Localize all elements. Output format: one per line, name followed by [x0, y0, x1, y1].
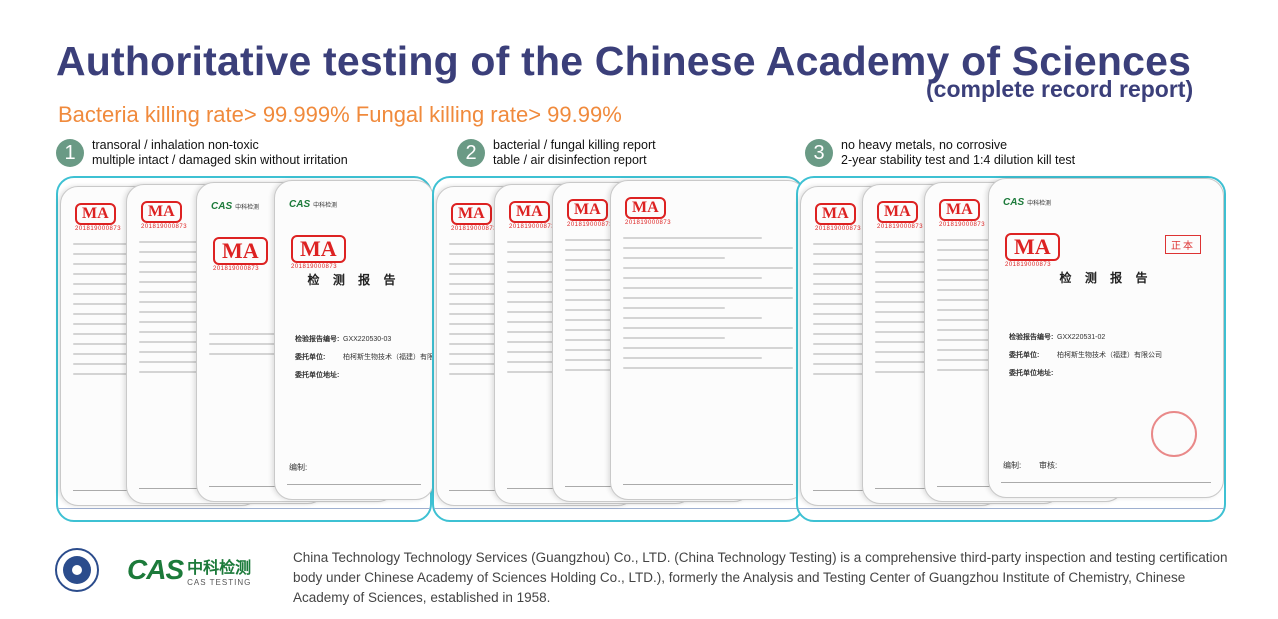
divider: [58, 508, 430, 509]
cma-mark: MA 201819000873: [509, 201, 556, 230]
cma-mark: MA 201819000873: [291, 235, 346, 270]
report-page: MA 201819000873: [610, 180, 806, 500]
report-fields: 检验报告编号:GXX220530-03 委托单位:柏柯斯生物技术（福建）有限公司…: [295, 336, 434, 379]
cas-testing-logo: CAS 中科检测 CAS TESTING: [127, 554, 252, 587]
company-description: China Technology Technology Services (Gu…: [293, 550, 1228, 605]
cma-mark: MA 201819000873: [939, 199, 986, 228]
step-3: 3 no heavy metals, no corrosive 2-year s…: [805, 138, 1075, 168]
footer-logos: CAS 中科检测 CAS TESTING: [55, 548, 251, 592]
step-number-badge: 3: [805, 139, 833, 167]
cas-testing-logo: CAS 中科检测: [289, 199, 338, 210]
report-cover: CAS 中科检测 MA 201819000873 正本 检 测 报 告 检验报告编号…: [988, 178, 1224, 498]
original-copy-stamp: 正本: [1165, 235, 1201, 254]
signature-line: 编制: 审核:: [1003, 461, 1058, 470]
cma-mark: MA 201819000873: [567, 199, 614, 228]
step-description: bacterial / fungal killing report table …: [493, 138, 656, 168]
step-line: 2-year stability test and 1:4 dilution k…: [841, 153, 1076, 167]
step-description: no heavy metals, no corrosive 2-year sta…: [841, 138, 1075, 168]
step-2: 2 bacterial / fungal killing report tabl…: [457, 138, 656, 168]
cas-testing-logo: CAS 中科检测: [1003, 197, 1052, 208]
cma-mark: MA 201819000873: [625, 197, 672, 226]
report-cover: CAS 中科检测 MA 201819000873 检 测 报 告 检验报告编号: GX…: [274, 180, 434, 500]
step-1: 1 transoral / inhalation non-toxic multi…: [56, 138, 348, 168]
step-number-badge: 2: [457, 139, 485, 167]
chinese-academy-of-sciences-seal-icon: [55, 548, 99, 592]
cma-mark: MA 201819000873: [213, 237, 268, 272]
cas-testing-logo: CAS 中科检测: [211, 201, 260, 212]
signature-line: 编制:: [289, 463, 308, 472]
cma-mark: MA 201819000873: [451, 203, 498, 232]
step-line: bacterial / fungal killing report: [493, 138, 656, 152]
step-line: multiple intact / damaged skin without i…: [92, 153, 348, 167]
report-group-3: MA 201819000873 MA 201819000873 MA 20181900…: [796, 176, 1226, 522]
report-title: 检 测 报 告: [307, 273, 401, 287]
divider: [434, 508, 802, 509]
cma-mark: MA 201819000873: [1005, 233, 1060, 268]
cma-mark: MA 201819000873: [877, 201, 924, 230]
report-title: 检 测 报 告: [1059, 271, 1153, 285]
cma-mark: MA 201819000873: [141, 201, 188, 230]
step-line: no heavy metals, no corrosive: [841, 138, 1008, 152]
step-line: table / air disinfection report: [493, 153, 647, 167]
report-group-1: MA 201819000873 MA 201819000873 CAS 中科检测 MA…: [56, 176, 434, 522]
report-group-2: MA 201819000873 MA 201819000873 MA 20181900…: [432, 176, 806, 522]
kill-rate-headline: Bacteria killing rate> 99.999% Fungal ki…: [58, 102, 622, 127]
report-fields: 检验报告编号: GXX220531-02 委托单位: 柏柯斯生物技术（福建）有限公司…: [1009, 334, 1162, 377]
step-line: transoral / inhalation non-toxic: [92, 138, 259, 152]
red-seal-stamp: [1151, 411, 1197, 457]
cma-mark: MA 201819000873: [815, 203, 862, 232]
step-number-badge: 1: [56, 139, 84, 167]
page-title: Authoritative testing of the Chinese Aca…: [56, 38, 1192, 84]
divider: [798, 508, 1224, 509]
step-description: transoral / inhalation non-toxic multipl…: [92, 138, 348, 168]
page-subtitle: (complete record report): [926, 76, 1194, 102]
cma-mark: MA 201819000873: [75, 203, 122, 232]
